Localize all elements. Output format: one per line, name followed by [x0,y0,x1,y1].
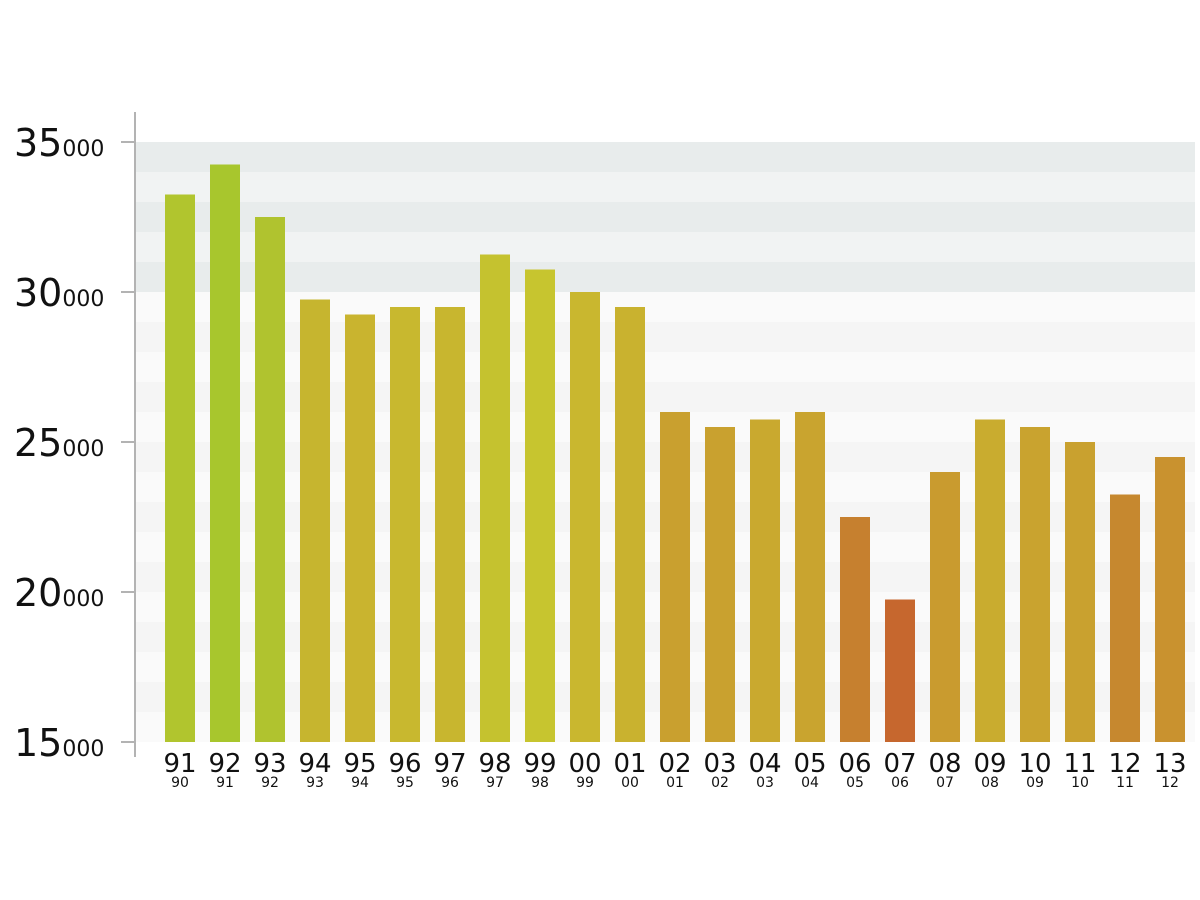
bar-12 [1110,494,1140,742]
x-tick-label: 07 [883,749,916,779]
x-tick-sublabel: 04 [801,775,819,791]
y-tick-label: 35000 [14,121,104,165]
x-tick-sublabel: 12 [1161,775,1179,791]
bar-00 [570,292,600,742]
x-tick-sublabel: 99 [576,775,594,791]
x-tick-sublabel: 07 [936,775,954,791]
y-axis [121,112,136,757]
bar-95 [345,314,375,742]
x-tick-sublabel: 05 [846,775,864,791]
x-tick-label: 94 [298,749,331,779]
grid-band [135,322,1195,352]
x-tick-sublabel: 09 [1026,775,1044,791]
x-tick-sublabel: 00 [621,775,639,791]
x-tick-label: 95 [343,749,376,779]
bar-03 [705,427,735,742]
x-tick-label: 92 [208,749,241,779]
y-tick-label: 20000 [14,571,104,615]
grid-band [135,382,1195,412]
bar-06 [840,517,870,742]
x-tick-sublabel: 06 [891,775,909,791]
x-tick-label: 98 [478,749,511,779]
x-tick-label: 91 [163,749,196,779]
bar-91 [165,194,195,742]
x-tick-label: 03 [703,749,736,779]
x-tick-sublabel: 01 [666,775,684,791]
y-tick-labels: 15000 20000 25000 30000 35000 [14,121,104,765]
x-tick-label: 96 [388,749,421,779]
x-tick-labels: 9190929193929493959496959796989799980099… [163,749,1186,791]
x-tick-sublabel: 08 [981,775,999,791]
x-tick-sublabel: 02 [711,775,729,791]
bar-98 [480,254,510,742]
x-tick-label: 11 [1063,749,1096,779]
grid-band [135,202,1195,232]
bar-07 [885,599,915,742]
x-tick-label: 93 [253,749,286,779]
x-tick-label: 05 [793,749,826,779]
x-tick-label: 13 [1153,749,1186,779]
x-tick-sublabel: 92 [261,775,279,791]
x-tick-sublabel: 91 [216,775,234,791]
bar-92 [210,164,240,742]
x-tick-label: 00 [568,749,601,779]
grid-band [135,292,1195,322]
x-tick-sublabel: 95 [396,775,414,791]
x-tick-sublabel: 03 [756,775,774,791]
x-tick-label: 10 [1018,749,1051,779]
bar-93 [255,217,285,742]
y-tick-label: 15000 [14,721,104,765]
x-tick-label: 06 [838,749,871,779]
grid-band [135,262,1195,292]
bars-group [165,164,1185,742]
x-tick-label: 08 [928,749,961,779]
x-tick-label: 09 [973,749,1006,779]
x-tick-sublabel: 94 [351,775,369,791]
x-tick-label: 12 [1108,749,1141,779]
grid-band [135,172,1195,202]
grid-band [135,352,1195,382]
x-tick-label: 02 [658,749,691,779]
bar-94 [300,299,330,742]
x-tick-label: 04 [748,749,781,779]
x-tick-sublabel: 10 [1071,775,1089,791]
y-tick-label: 30000 [14,271,104,315]
x-tick-sublabel: 90 [171,775,189,791]
bar-08 [930,472,960,742]
x-tick-sublabel: 98 [531,775,549,791]
bar-04 [750,419,780,742]
bar-05 [795,412,825,742]
x-tick-sublabel: 11 [1116,775,1134,791]
x-tick-sublabel: 96 [441,775,459,791]
bar-99 [525,269,555,742]
bar-10 [1020,427,1050,742]
bar-09 [975,419,1005,742]
x-tick-label: 01 [613,749,646,779]
x-tick-label: 99 [523,749,556,779]
bar-02 [660,412,690,742]
x-tick-label: 97 [433,749,466,779]
bar-13 [1155,457,1185,742]
bar-97 [435,307,465,742]
bar-11 [1065,442,1095,742]
y-tick-label: 25000 [14,421,104,465]
x-tick-sublabel: 93 [306,775,324,791]
bar-01 [615,307,645,742]
bar-96 [390,307,420,742]
grid-band [135,232,1195,262]
x-tick-sublabel: 97 [486,775,504,791]
grid-band [135,142,1195,172]
